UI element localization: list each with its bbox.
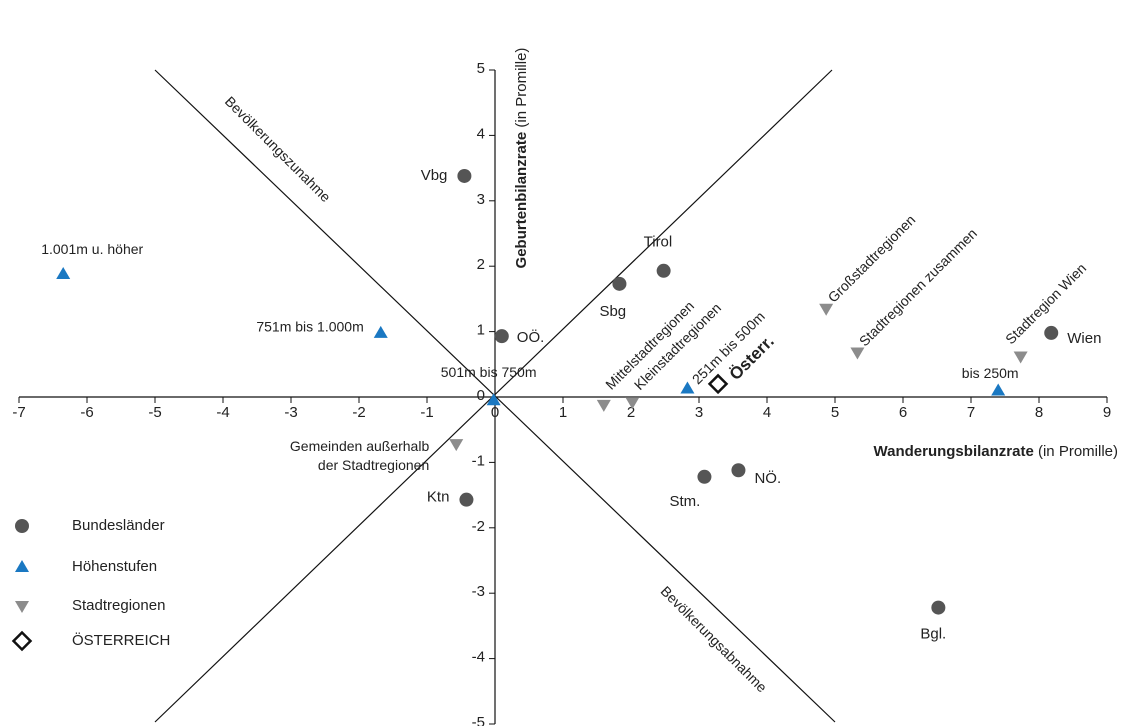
point	[612, 276, 627, 291]
x-tick-label: -6	[80, 404, 93, 421]
x-tick-label: 6	[899, 404, 907, 421]
point	[707, 373, 729, 395]
point-label: Ktn	[427, 489, 450, 506]
point	[1044, 325, 1059, 340]
y-tick-label: 2	[477, 256, 485, 273]
point-label: Tirol	[644, 234, 673, 251]
y-tick-label: 4	[477, 125, 485, 142]
y-tick-label: -4	[472, 649, 485, 666]
legend-label: Stadtregionen	[72, 597, 165, 614]
point-label: Bgl.	[920, 626, 946, 643]
point-label: der Stadtregionen	[318, 457, 429, 473]
y-tick-label: -3	[472, 583, 485, 600]
x-tick-label: 7	[967, 404, 975, 421]
point-label: Stm.	[669, 493, 700, 510]
point	[449, 439, 464, 452]
point-label: Gemeinden außerhalb	[290, 438, 430, 454]
point	[680, 381, 695, 394]
point	[819, 303, 834, 316]
legend-marker	[11, 630, 33, 652]
x-tick-label: 8	[1035, 404, 1043, 421]
point	[596, 399, 611, 412]
point	[850, 347, 865, 360]
point-label: 751m bis 1.000m	[256, 319, 363, 335]
legend-marker	[15, 519, 29, 533]
x-tick-label: -3	[284, 404, 297, 421]
legend-label: ÖSTERREICH	[72, 631, 170, 649]
x-tick-label: 1	[559, 404, 567, 421]
x-tick-label: 2	[627, 404, 635, 421]
x-tick-label: -1	[420, 404, 433, 421]
legend-label: Höhenstufen	[72, 558, 157, 575]
y-tick-label: -2	[472, 518, 485, 535]
point-label: 501m bis 750m	[441, 364, 537, 380]
legend-label: Bundesländer	[72, 517, 165, 534]
y-tick-label: -1	[472, 452, 485, 469]
point	[1013, 351, 1028, 364]
legend-marker	[15, 601, 29, 613]
y-axis-title: Geburtenbilanzrate (in Promille)	[513, 48, 530, 269]
point	[931, 600, 946, 615]
point	[373, 325, 388, 338]
x-axis-title-main: Wanderungsbilanzrate	[874, 443, 1034, 460]
point	[459, 492, 474, 507]
x-axis-title: Wanderungsbilanzrate (in Promille)	[874, 443, 1119, 460]
x-axis-unit: (in Promille)	[1038, 443, 1118, 460]
point	[494, 329, 509, 344]
point-label: Wien	[1067, 330, 1101, 347]
y-tick-label: 5	[477, 60, 485, 77]
x-tick-label: -2	[352, 404, 365, 421]
point-label: Sbg	[599, 303, 626, 320]
point	[625, 397, 640, 410]
point-label: 1.001m u. höher	[41, 241, 143, 257]
x-tick-label: -5	[148, 404, 161, 421]
point	[486, 393, 501, 406]
point-label: bis 250m	[962, 365, 1019, 381]
y-tick-label: -5	[472, 714, 485, 726]
x-tick-label: -7	[12, 404, 25, 421]
point	[56, 267, 71, 280]
y-tick-label: 3	[477, 191, 485, 208]
y-tick-label: 0	[477, 387, 485, 404]
point-label: OÖ.	[517, 328, 545, 346]
x-tick-label: 9	[1103, 404, 1111, 421]
point	[656, 263, 671, 278]
point	[731, 463, 746, 478]
point-label: Vbg	[421, 167, 448, 184]
diagonal-label: Bevölkerungsabnahme	[658, 583, 771, 696]
point	[697, 469, 712, 484]
point	[457, 168, 472, 183]
y-tick-label: 1	[477, 322, 485, 339]
x-tick-label: -4	[216, 404, 229, 421]
point-label: NÖ.	[754, 469, 781, 487]
point	[991, 383, 1006, 396]
y-axis-title-main: Geburtenbilanzrate	[513, 132, 530, 269]
x-tick-label: 3	[695, 404, 703, 421]
y-axis-unit: (in Promille)	[513, 48, 530, 128]
x-tick-label: 0	[491, 404, 499, 421]
x-tick-label: 4	[763, 404, 771, 421]
x-tick-label: 5	[831, 404, 839, 421]
legend-marker	[15, 560, 29, 572]
